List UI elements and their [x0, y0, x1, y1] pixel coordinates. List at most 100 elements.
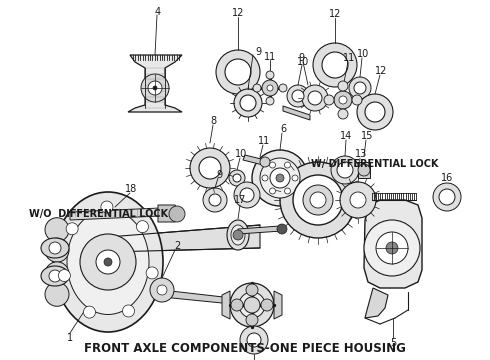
- Text: 1: 1: [67, 333, 73, 343]
- Polygon shape: [222, 291, 230, 319]
- Polygon shape: [162, 290, 232, 304]
- Circle shape: [45, 282, 69, 306]
- Circle shape: [225, 59, 251, 85]
- Circle shape: [285, 162, 291, 168]
- Text: FRONT AXLE COMPONENTS-ONE PIECE HOUSING: FRONT AXLE COMPONENTS-ONE PIECE HOUSING: [84, 342, 406, 355]
- Circle shape: [340, 182, 376, 218]
- Text: 10: 10: [297, 57, 309, 67]
- Circle shape: [153, 86, 157, 90]
- Circle shape: [334, 91, 352, 109]
- Circle shape: [280, 162, 356, 238]
- Circle shape: [49, 270, 61, 282]
- Circle shape: [337, 162, 353, 178]
- Circle shape: [66, 223, 78, 235]
- Text: W/ DIFFERENTIAL LOCK: W/ DIFFERENTIAL LOCK: [311, 159, 439, 169]
- Circle shape: [233, 174, 241, 182]
- Polygon shape: [274, 291, 282, 319]
- Polygon shape: [364, 200, 422, 288]
- Text: 12: 12: [329, 9, 341, 19]
- Circle shape: [148, 81, 162, 95]
- Circle shape: [247, 333, 261, 347]
- Text: 4: 4: [155, 7, 161, 17]
- Circle shape: [230, 283, 274, 327]
- Circle shape: [322, 52, 348, 78]
- Polygon shape: [238, 226, 282, 234]
- Text: 12: 12: [232, 8, 244, 18]
- Circle shape: [234, 89, 262, 117]
- Circle shape: [260, 158, 300, 198]
- Circle shape: [338, 109, 348, 119]
- Text: 11: 11: [264, 52, 276, 62]
- Circle shape: [157, 285, 167, 295]
- Circle shape: [199, 157, 221, 179]
- Text: 10: 10: [235, 149, 247, 159]
- Circle shape: [350, 192, 366, 208]
- Ellipse shape: [41, 266, 69, 286]
- Circle shape: [386, 242, 398, 254]
- Polygon shape: [243, 155, 265, 165]
- Circle shape: [324, 95, 334, 105]
- Text: 13: 13: [355, 149, 367, 159]
- Circle shape: [292, 90, 304, 102]
- Circle shape: [352, 95, 362, 105]
- Circle shape: [234, 182, 260, 208]
- Text: 10: 10: [357, 49, 369, 59]
- Text: 5: 5: [390, 338, 396, 348]
- Circle shape: [231, 299, 243, 311]
- Circle shape: [331, 156, 359, 184]
- Circle shape: [285, 188, 291, 194]
- Circle shape: [80, 234, 136, 290]
- Circle shape: [365, 102, 385, 122]
- Circle shape: [266, 97, 274, 105]
- Ellipse shape: [227, 220, 249, 250]
- Circle shape: [267, 85, 273, 91]
- Circle shape: [376, 232, 408, 264]
- Circle shape: [293, 175, 343, 225]
- Polygon shape: [158, 205, 178, 222]
- Circle shape: [252, 150, 308, 206]
- Circle shape: [101, 201, 113, 213]
- Circle shape: [244, 297, 260, 313]
- Circle shape: [339, 96, 347, 104]
- Circle shape: [287, 85, 309, 107]
- Circle shape: [216, 50, 260, 94]
- Circle shape: [439, 189, 455, 205]
- Circle shape: [240, 95, 256, 111]
- Circle shape: [303, 185, 333, 215]
- Circle shape: [146, 267, 158, 279]
- Circle shape: [261, 299, 273, 311]
- Text: 9: 9: [255, 47, 261, 57]
- Circle shape: [270, 162, 275, 168]
- Text: 9: 9: [216, 170, 222, 180]
- Circle shape: [313, 43, 357, 87]
- Circle shape: [277, 224, 287, 234]
- Polygon shape: [70, 208, 160, 220]
- Polygon shape: [358, 162, 370, 178]
- Circle shape: [279, 84, 287, 92]
- Circle shape: [276, 174, 284, 182]
- Circle shape: [433, 183, 461, 211]
- Circle shape: [308, 91, 322, 105]
- Circle shape: [45, 262, 69, 286]
- Text: 11: 11: [258, 136, 270, 146]
- Circle shape: [169, 206, 185, 222]
- Text: 6: 6: [280, 124, 286, 134]
- Circle shape: [338, 81, 348, 91]
- Text: 15: 15: [361, 131, 373, 141]
- Text: 14: 14: [340, 131, 352, 141]
- Polygon shape: [128, 55, 182, 112]
- Circle shape: [357, 94, 393, 130]
- Text: 16: 16: [441, 173, 453, 183]
- Circle shape: [83, 306, 96, 318]
- Circle shape: [260, 157, 270, 167]
- Text: 11: 11: [343, 53, 355, 63]
- Circle shape: [233, 230, 243, 240]
- Polygon shape: [108, 225, 260, 252]
- Circle shape: [190, 148, 230, 188]
- Circle shape: [45, 238, 69, 262]
- Text: 18: 18: [125, 184, 137, 194]
- Circle shape: [209, 194, 221, 206]
- Circle shape: [364, 220, 420, 276]
- Circle shape: [49, 242, 61, 254]
- Ellipse shape: [53, 192, 163, 332]
